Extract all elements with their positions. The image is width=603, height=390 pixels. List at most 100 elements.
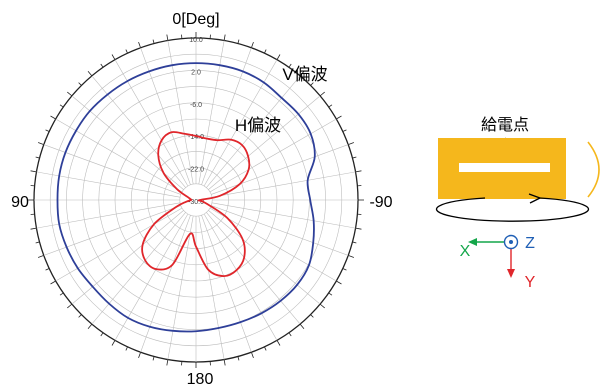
angle-tick xyxy=(87,323,93,329)
angle-tick xyxy=(50,115,56,120)
radial-tick-label: 10.0 xyxy=(189,37,203,44)
grid-spoke xyxy=(208,95,321,190)
angle-tick xyxy=(138,41,141,48)
angle-tick xyxy=(342,268,347,271)
polar-grid xyxy=(28,32,364,368)
radial-tick-label: -6.0 xyxy=(190,102,202,109)
grid-spoke xyxy=(36,202,181,229)
grid-spoke xyxy=(198,40,225,185)
angle-tick xyxy=(237,39,240,44)
x-axis-arrow-icon xyxy=(468,238,477,246)
angle-tick xyxy=(45,268,50,271)
angle-tick xyxy=(348,255,355,258)
angle-tick xyxy=(237,356,240,361)
angle-tick xyxy=(78,82,82,86)
grid-spoke xyxy=(208,210,321,305)
angle-tick xyxy=(264,346,267,351)
angle-tick xyxy=(251,352,254,359)
grid-spoke xyxy=(167,215,194,360)
antenna-diagram: 給電点 X Y Z xyxy=(435,116,600,291)
radial-tick-label: -22.0 xyxy=(188,167,204,174)
angle-tick xyxy=(299,323,305,329)
grid-spoke xyxy=(211,205,349,256)
angle-tick xyxy=(166,34,169,41)
radial-tick-label: 2.0 xyxy=(191,69,201,76)
grid-spoke xyxy=(43,144,181,195)
angle-tick xyxy=(111,54,116,60)
angle-label-left: 90 xyxy=(11,194,29,211)
angle-tick xyxy=(319,303,325,309)
series-line-v-polarization xyxy=(56,62,316,333)
angle-label-bottom: 180 xyxy=(187,371,214,388)
angle-tick xyxy=(355,170,362,173)
series-label: H偏波 xyxy=(235,116,281,135)
series-line-h-polarization xyxy=(141,131,251,278)
angle-tick xyxy=(138,352,141,359)
grid-spoke xyxy=(198,215,225,360)
grid-spoke xyxy=(71,95,184,190)
angle-label-top: 0[Deg] xyxy=(172,11,219,28)
x-axis-label: X xyxy=(460,243,471,260)
radial-tick-label: -30.0 xyxy=(188,199,204,206)
angle-tick xyxy=(30,227,37,230)
angle-tick xyxy=(30,170,37,173)
angle-tick xyxy=(50,280,56,285)
z-axis-dot-icon xyxy=(509,240,513,244)
angle-tick xyxy=(264,49,267,54)
grid-spoke xyxy=(211,202,356,229)
grid-spoke xyxy=(206,75,301,188)
angle-tick xyxy=(67,91,73,97)
feed-point-label: 給電点 xyxy=(481,116,529,134)
radial-tick-labels: 10.0 2.0 -6.0 -14.0 -22.0 -30.0 xyxy=(188,37,204,206)
z-axis-out-of-plane-icon xyxy=(503,234,519,250)
angle-tick xyxy=(288,63,292,68)
angle-tick xyxy=(100,63,104,68)
grid-spoke xyxy=(140,215,191,353)
angle-tick xyxy=(125,346,128,351)
angle-tick xyxy=(299,71,305,77)
angle-tick xyxy=(152,39,155,44)
angle-tick xyxy=(223,359,226,366)
angle-tick xyxy=(310,82,314,86)
angle-tick xyxy=(328,104,333,108)
angle-tick xyxy=(342,129,347,132)
grid-spoke xyxy=(209,118,337,193)
angle-tick xyxy=(310,314,314,318)
grid-spoke xyxy=(91,212,186,325)
angle-tick xyxy=(336,280,342,285)
polar-series xyxy=(56,62,316,333)
rotation-arc-vertical xyxy=(587,141,600,198)
grid-spoke xyxy=(55,207,183,282)
grid-spoke xyxy=(71,210,184,305)
angle-tick xyxy=(166,359,169,366)
angle-tick xyxy=(152,356,155,361)
angle-tick xyxy=(59,292,64,296)
grid-spoke xyxy=(114,213,189,341)
grid-spoke xyxy=(201,215,252,353)
angle-tick xyxy=(37,142,44,145)
angle-tick xyxy=(59,104,64,108)
angle-tick xyxy=(276,54,281,60)
grid-spoke xyxy=(203,213,278,341)
angle-tick xyxy=(37,255,44,258)
angle-tick xyxy=(288,332,292,337)
grid-spoke xyxy=(36,171,181,198)
grid-spoke xyxy=(209,207,337,282)
angle-tick xyxy=(352,241,357,244)
angle-tick xyxy=(87,71,93,77)
angle-tick xyxy=(319,91,325,97)
coordinate-axes: X Y Z xyxy=(460,234,536,291)
angle-tick xyxy=(328,292,333,296)
z-axis-label: Z xyxy=(525,235,535,252)
grid-spoke xyxy=(140,47,191,185)
angle-tick xyxy=(45,129,50,132)
angle-tick xyxy=(223,34,226,41)
angle-tick xyxy=(276,340,281,346)
angle-label-right: -90 xyxy=(369,194,392,211)
angle-tick xyxy=(352,156,357,159)
angle-tick xyxy=(355,227,362,230)
feed-slot xyxy=(459,163,550,172)
polar-chart: 10.0 2.0 -6.0 -14.0 -22.0 -30.0 V偏波 H偏波 xyxy=(28,32,364,368)
grid-spoke xyxy=(114,59,189,187)
